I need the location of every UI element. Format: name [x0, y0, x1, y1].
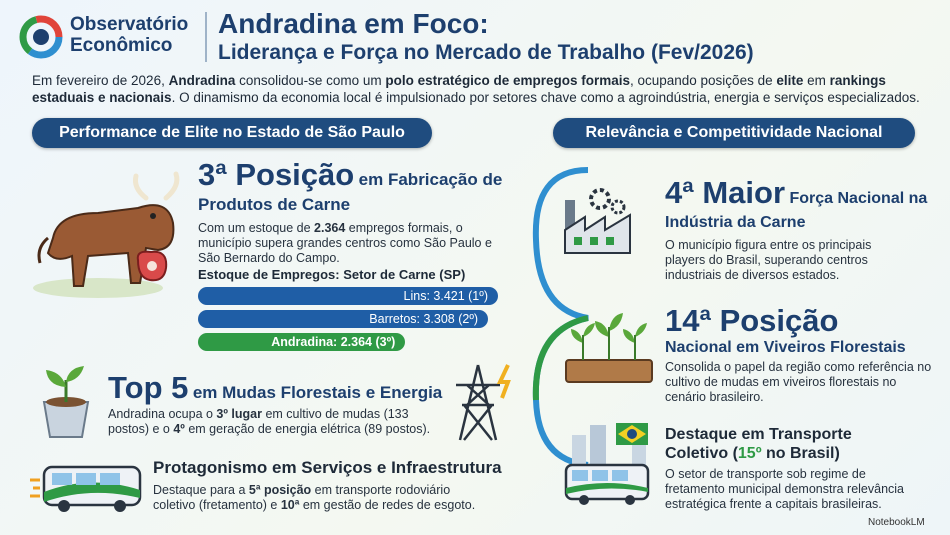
- pylon-icon: [456, 364, 511, 441]
- footer: NotebookLM: [868, 517, 925, 528]
- plant-icon: [42, 366, 90, 438]
- rank-rest: em Fabricação de Produtos de Carne: [198, 170, 503, 214]
- rank-big: 3ª Posição: [198, 157, 355, 192]
- text-segment: rankings estaduais e nacionais: [32, 73, 886, 105]
- bar: Barretos: 3.308 (2º): [198, 310, 489, 328]
- bar-label: Lins: 3.421 (1º): [403, 289, 488, 303]
- connector: [532, 167, 589, 468]
- transport-body: O setor de transporte sob regime de fret…: [665, 467, 905, 511]
- text-segment: 2.364: [314, 221, 346, 235]
- section-heading: Performance de Elite no Estado de São Pa…: [32, 118, 432, 148]
- transport-title: Destaque em Transporte Coletivo (15º no …: [665, 425, 895, 463]
- services-title: Protagonismo em Serviços e Infraestrutur…: [153, 458, 502, 477]
- text-segment: em: [803, 73, 830, 88]
- rank-body: Com um estoque de 2.364 empregos formais…: [198, 221, 503, 266]
- text-segment: Andradina: [168, 73, 236, 88]
- logo-text: Observatório Econômico: [70, 14, 188, 56]
- section-heading: Relevância e Competitividade Nacional: [553, 118, 915, 148]
- text-segment: Andradina ocupa o: [108, 407, 217, 421]
- factory-icon: [564, 188, 631, 254]
- bar-label: Andradina: 2.364 (3º): [271, 335, 396, 349]
- meat-body: O município figura entre os principais p…: [665, 238, 872, 282]
- divider: [205, 12, 207, 62]
- text-segment: 10ª: [280, 498, 300, 512]
- title: Andradina em Foco:: [218, 8, 489, 39]
- text-segment: consolidou-se como um: [235, 73, 386, 88]
- subtitle: Liderança e Força no Mercado de Trabalho…: [218, 41, 754, 64]
- bar-label: Barretos: 3.308 (2º): [369, 312, 479, 326]
- text-segment: Em fevereiro de 2026,: [32, 73, 169, 88]
- text-segment: Destaque para a: [153, 483, 249, 497]
- nursery-rest: Nacional em Viveiros Florestais: [665, 339, 906, 356]
- meat-rest: Força Nacional na Indústria da Carne: [665, 190, 928, 231]
- logo-line: Observatório: [70, 14, 189, 35]
- nursery-body: Consolida o papel da região como referên…: [665, 360, 932, 404]
- top-heading: Top 5 em Mudas Florestais e Energia: [108, 370, 442, 406]
- text-segment: 15º: [737, 445, 762, 462]
- text-segment: em geração de energia elétrica (89 posto…: [184, 422, 431, 436]
- bar: Lins: 3.421 (1º): [198, 287, 498, 305]
- text-segment: Destaque em Transporte Coletivo (: [665, 426, 852, 462]
- bus-icon: [30, 465, 142, 512]
- bar: Andradina: 2.364 (3º): [198, 333, 406, 351]
- nursery-big: 14ª Posição: [665, 303, 839, 338]
- text-segment: polo estratégico de empregos formais: [385, 73, 630, 88]
- text-segment: 3º lugar: [216, 407, 262, 421]
- logo-line: Econômico: [70, 35, 173, 56]
- text-segment: . O dinamismo da economia local é impuls…: [171, 90, 920, 105]
- nursery-icon: [565, 313, 653, 383]
- text-segment: elite: [776, 73, 804, 88]
- city-bus-icon: [564, 423, 650, 505]
- text-segment: 5ª posição: [248, 483, 312, 497]
- meat-heading: 4ª Maior Força Nacional na Indústria da …: [665, 177, 930, 235]
- chart-title: Estoque de Empregos: Setor de Carne (SP): [198, 267, 466, 282]
- text-segment: em transporte rodoviário coletivo (freta…: [153, 483, 451, 512]
- intro: Em fevereiro de 2026, Andradina consolid…: [32, 72, 927, 106]
- logo-icon: [19, 15, 63, 59]
- text-segment: , ocupando posições de: [629, 73, 777, 88]
- text-segment: no Brasil): [761, 445, 840, 462]
- text-segment: 4º: [173, 422, 185, 436]
- top-body: Andradina ocupa o 3º lugar em cultivo de…: [108, 407, 448, 437]
- text-segment: empregos formais, o município supera gra…: [198, 221, 492, 265]
- text-segment: em cultivo de mudas (133 postos) e o: [108, 407, 409, 436]
- rank-heading: 3ª Posição em Fabricação de Produtos de …: [198, 159, 508, 218]
- services-body: Destaque para a 5ª posição em transporte…: [153, 483, 483, 513]
- top-rest: em Mudas Florestais e Energia: [192, 383, 443, 402]
- text-segment: em gestão de redes de esgoto.: [299, 498, 476, 512]
- meat-big: 4ª Maior: [665, 175, 786, 210]
- bull-icon: [33, 171, 180, 298]
- top-big: Top 5: [108, 370, 189, 405]
- text-segment: Com um estoque de: [198, 221, 315, 235]
